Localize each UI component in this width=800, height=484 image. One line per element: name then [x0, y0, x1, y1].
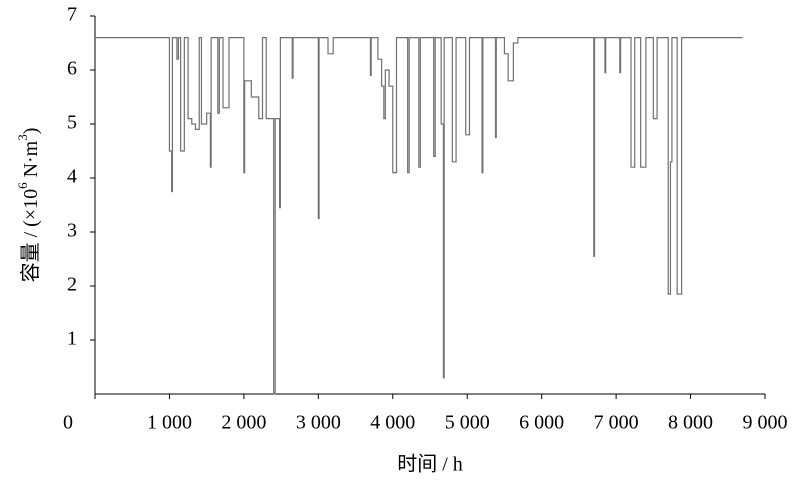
y-tick-label: 1 [67, 328, 77, 350]
x-tick-label: 4 000 [370, 412, 415, 434]
y-tick-label: 3 [67, 220, 77, 242]
x-tick-label: 0 [63, 412, 73, 434]
x-tick-label: 8 000 [668, 412, 713, 434]
data-line [95, 37, 743, 395]
y-tick-label: 4 [67, 166, 77, 188]
x-tick-label: 3 000 [296, 412, 341, 434]
y-axis-label: 容量 / (×106 N·m3) [15, 128, 41, 283]
y-label-part: 容量 / (×10 [19, 189, 42, 283]
y-tick-label: 7 [67, 4, 77, 26]
x-tick-label: 7 000 [594, 412, 639, 434]
x-tick-label: 5 000 [445, 412, 490, 434]
x-tick-label: 2 000 [221, 412, 266, 434]
y-label-part: ) [20, 128, 42, 135]
y-tick-label: 6 [67, 58, 77, 80]
x-axis-label: 时间 / h [397, 453, 463, 476]
x-tick-label: 6 000 [519, 412, 564, 434]
x-tick-label: 9 000 [743, 412, 788, 434]
superscript: 6 [15, 182, 30, 189]
y-tick-label: 2 [67, 274, 77, 296]
y-label-part: N·m [20, 140, 42, 182]
superscript: 3 [15, 134, 30, 141]
y-tick-label: 5 [67, 112, 77, 134]
x-tick-label: 1 000 [147, 412, 192, 434]
